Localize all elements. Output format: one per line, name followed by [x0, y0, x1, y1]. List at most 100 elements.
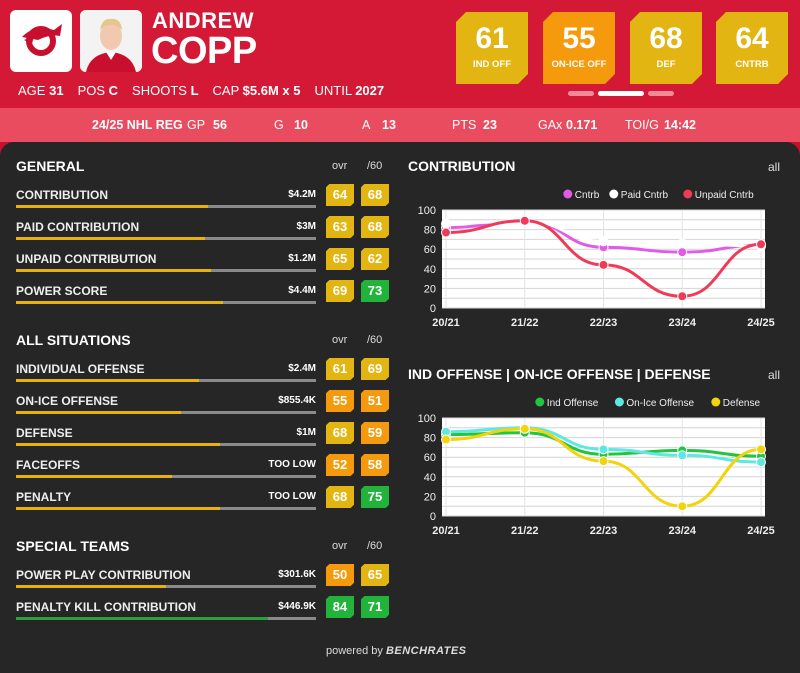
benchrates-brand: BENCHRATES	[385, 645, 467, 657]
data-point[interactable]	[519, 423, 530, 434]
pts-value: 23	[483, 118, 497, 132]
data-point[interactable]	[677, 450, 688, 461]
rating-row-value: $1.2M	[288, 253, 316, 264]
legend-swatch	[711, 397, 721, 407]
rating-row-label: PENALTY	[16, 490, 72, 504]
powered-by-text: powered by	[326, 645, 383, 657]
g-label: G	[274, 118, 284, 132]
data-point[interactable]	[677, 238, 688, 249]
badge-fill	[630, 12, 702, 84]
pager-dot-1[interactable]	[568, 91, 594, 96]
until-label: UNTIL	[314, 83, 352, 98]
data-point[interactable]	[441, 218, 451, 229]
per60-rating-chip: 59	[361, 422, 389, 444]
data-point[interactable]	[598, 456, 609, 467]
ovr-rating-chip: 68	[326, 422, 354, 444]
badge-value: 61	[475, 22, 509, 55]
y-tick-label: 40	[424, 472, 436, 484]
rating-row-value: $855.4K	[278, 395, 316, 406]
y-tick-label: 80	[424, 433, 436, 445]
rating-row-label: INDIVIDUAL OFFENSE	[16, 362, 145, 376]
pager-dot-active[interactable]	[598, 91, 644, 96]
ovr-rating-chip: 64	[326, 184, 354, 206]
per60-rating-chip: 73	[361, 280, 389, 302]
rating-row-value: $2.4M	[288, 363, 316, 374]
ovr-rating-chip: 50	[326, 564, 354, 586]
footer-powered-by: powered by BENCHRATES	[326, 645, 467, 657]
cap-info: CAP $5.6M x 5	[213, 83, 301, 98]
y-tick-label: 20	[424, 491, 436, 503]
shoots-label: SHOOTS	[132, 83, 187, 98]
rating-row-value: $301.6K	[278, 569, 316, 580]
rating-row-label: DEFENSE	[16, 426, 73, 440]
rating-badge-on-ice-off: 55 ON-ICE OFF	[543, 12, 615, 84]
age-label: AGE	[18, 83, 46, 98]
badge-value: 64	[735, 22, 769, 55]
rating-bar-fill	[16, 443, 220, 446]
rating-bar-track	[16, 443, 316, 446]
season-label: 24/25 NHL REG	[92, 118, 183, 132]
rating-row-value: $4.2M	[288, 189, 316, 200]
x-tick-label: 22/23	[590, 317, 618, 329]
x-tick-label: 21/22	[511, 317, 539, 329]
per60-rating-chip: 62	[361, 248, 389, 270]
data-point[interactable]	[677, 247, 688, 258]
ovr-rating-chip: 68	[326, 486, 354, 508]
legend-label: Ind Offense	[547, 398, 599, 409]
player-last-name: COPP	[151, 30, 257, 72]
badge-shape-icon	[630, 12, 702, 84]
rating-badge-def: 68 DEF	[630, 12, 702, 84]
y-tick-label: 80	[424, 225, 436, 237]
x-tick-label: 21/22	[511, 525, 539, 537]
pos-value: C	[108, 83, 119, 98]
data-point[interactable]	[519, 215, 530, 226]
rating-row-value: $1M	[296, 427, 316, 438]
data-point[interactable]	[677, 501, 688, 512]
badge-fill	[456, 12, 528, 84]
chart-all-link-offense-defense[interactable]: all	[768, 368, 781, 382]
data-point[interactable]	[598, 259, 609, 270]
section-title: ALL SITUATIONS	[16, 332, 131, 348]
a-value: 13	[382, 118, 396, 132]
red-wings-logo-icon	[22, 24, 62, 56]
gp-label: GP	[187, 118, 206, 132]
legend-label: On-Ice Offense	[626, 398, 694, 409]
player-photo	[80, 10, 142, 72]
legend-label: Cntrb	[575, 190, 600, 201]
rating-badge-cntrb: 64 CNTRB	[716, 12, 788, 84]
per60-rating-chip: 65	[361, 564, 389, 586]
legend-label: Defense	[723, 398, 761, 409]
y-tick-label: 60	[424, 244, 436, 256]
rating-row-value: TOO LOW	[268, 491, 316, 502]
section-title: SPECIAL TEAMS	[16, 538, 130, 554]
rating-row-value: $446.9K	[278, 601, 316, 612]
data-point[interactable]	[677, 291, 688, 302]
per60-column-header: /60	[367, 334, 383, 346]
rating-row-label: POWER SCORE	[16, 284, 108, 298]
team-logo	[10, 10, 72, 72]
contribution-line-chart: 0 20 40 60 80 100 20/21 21/22 22/23 23/24 24/25 Unp…	[418, 189, 775, 329]
per60-column-header: /60	[367, 540, 383, 552]
badge-shape-icon	[543, 12, 615, 84]
data-point[interactable]	[756, 444, 766, 455]
x-tick-label: 24/25	[747, 317, 775, 329]
data-point[interactable]	[598, 236, 609, 247]
data-point[interactable]	[441, 227, 451, 238]
rating-row-label: PAID CONTRIBUTION	[16, 220, 140, 234]
data-point[interactable]	[441, 434, 451, 445]
pager-dot-3[interactable]	[648, 91, 674, 96]
rating-bar-track	[16, 205, 316, 208]
age-info: AGE 31	[18, 83, 64, 98]
y-tick-label: 0	[430, 511, 436, 523]
x-tick-label: 22/23	[590, 525, 618, 537]
data-point[interactable]	[756, 457, 766, 468]
legend-swatch	[614, 397, 624, 407]
rating-row-label: UNPAID CONTRIBUTION	[16, 252, 157, 266]
y-tick-label: 20	[424, 283, 436, 295]
toi-label: TOI/G	[625, 118, 659, 132]
rating-bar-track	[16, 379, 316, 382]
data-point[interactable]	[598, 444, 609, 455]
data-point[interactable]	[756, 239, 766, 250]
chart-all-link-contribution[interactable]: all	[768, 160, 781, 174]
rating-bar-track	[16, 475, 316, 478]
